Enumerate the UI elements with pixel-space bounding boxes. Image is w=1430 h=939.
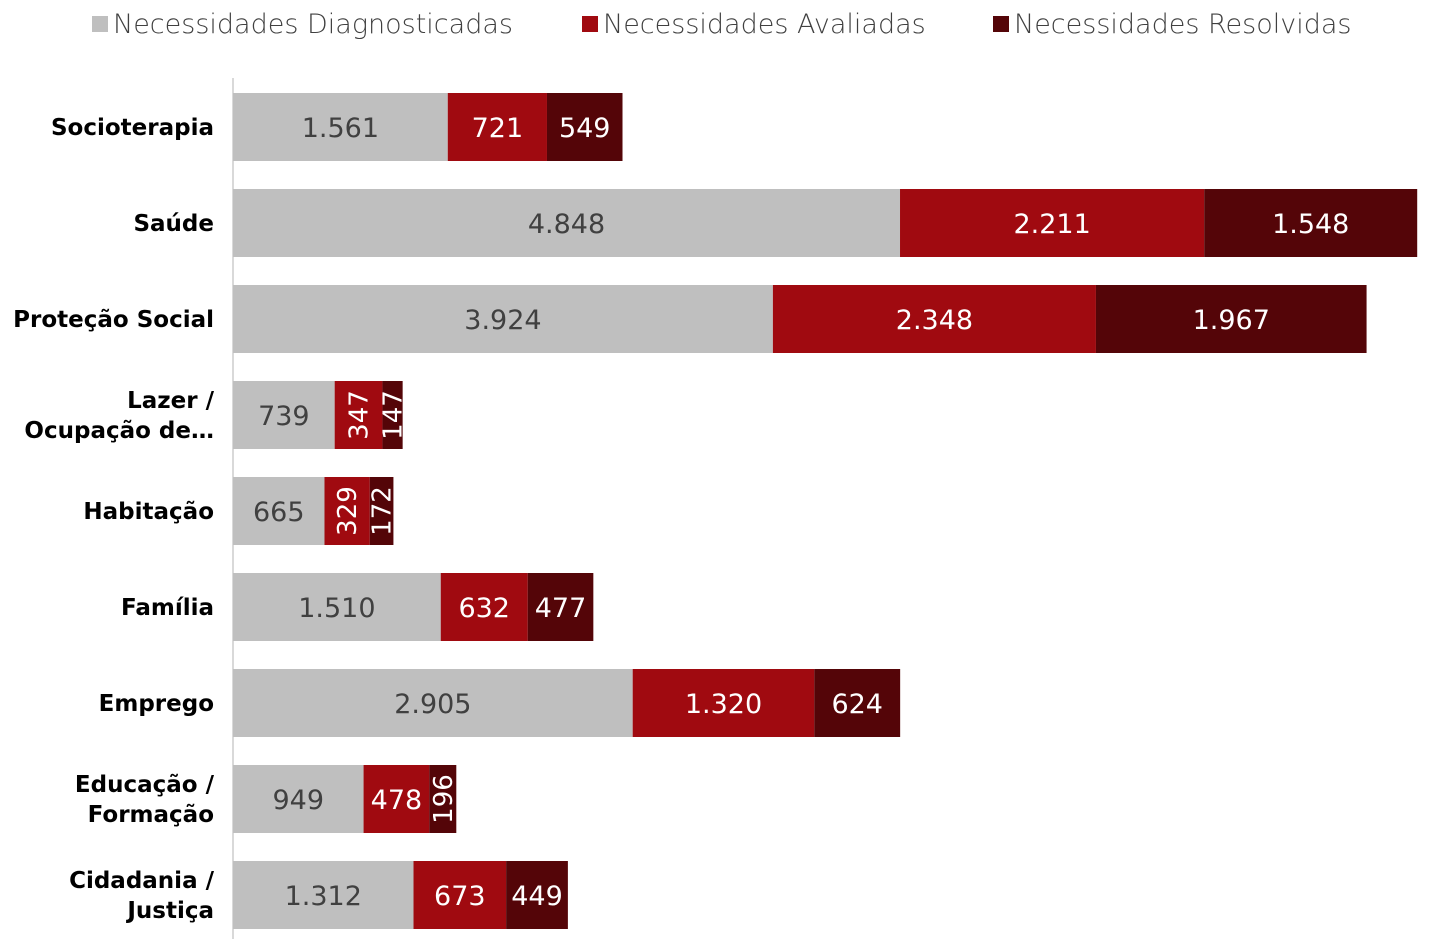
bar-segment <box>900 189 1205 257</box>
data-label: 347 <box>345 390 375 440</box>
bar-segment <box>772 285 1096 353</box>
data-label: 2.905 <box>394 689 471 720</box>
data-label: 196 <box>429 774 459 824</box>
bar-segment <box>233 669 633 737</box>
category-label: Saúde <box>133 211 214 237</box>
bar-segment <box>324 477 370 545</box>
data-label: 1.967 <box>1193 305 1270 336</box>
legend-label-avaliadas: Necessidades Avaliadas <box>603 8 926 40</box>
data-label: 4.848 <box>528 209 605 240</box>
data-label: 1.561 <box>302 113 379 144</box>
bar-segment <box>447 93 547 161</box>
bar-segment <box>233 285 773 353</box>
data-label: 624 <box>831 689 883 720</box>
data-label: 1.320 <box>685 689 762 720</box>
data-label: 478 <box>371 785 423 816</box>
category-label: Habitação <box>83 499 214 525</box>
legend-label-resolvidas: Necessidades Resolvidas <box>1014 8 1352 40</box>
category-label: Emprego <box>99 691 214 717</box>
legend-item-diagnosticadas[interactable]: Necessidades Diagnosticadas <box>92 4 513 44</box>
data-label: 147 <box>379 390 409 440</box>
bar-segment <box>233 861 414 929</box>
data-label: 1.312 <box>285 881 362 912</box>
bar-segment <box>1095 285 1367 353</box>
category-label: Proteção Social <box>13 307 214 333</box>
bar-segment <box>814 669 901 737</box>
category-label: Socioterapia <box>51 115 214 141</box>
bar-segment <box>440 573 528 641</box>
legend-label-diagnosticadas: Necessidades Diagnosticadas <box>113 8 513 40</box>
legend-item-resolvidas[interactable]: Necessidades Resolvidas <box>993 4 1351 44</box>
bar-segment <box>233 573 441 641</box>
bar-segment <box>382 381 403 449</box>
legend-swatch-avaliadas <box>582 16 598 32</box>
legend-swatch-resolvidas <box>993 16 1009 32</box>
data-label: 665 <box>253 497 305 528</box>
bar-segment <box>369 477 394 545</box>
category-label: Educação / Formação <box>75 772 215 828</box>
data-label: 673 <box>434 881 486 912</box>
legend: Necessidades Diagnosticadas Necessidades… <box>0 4 1430 44</box>
data-label: 632 <box>458 593 510 624</box>
data-label: 739 <box>258 401 310 432</box>
category-label: Lazer / Ocupação de… <box>24 388 214 444</box>
data-label: 1.510 <box>298 593 375 624</box>
data-label: 172 <box>368 486 398 536</box>
bar-segment <box>233 189 901 257</box>
bar-segment <box>334 381 383 449</box>
data-label: 449 <box>511 881 563 912</box>
bar-segment <box>506 861 568 929</box>
data-label: 1.548 <box>1272 209 1349 240</box>
bar-segment <box>233 477 325 545</box>
bar-segment <box>233 93 448 161</box>
bar-segment <box>233 381 335 449</box>
data-label: 949 <box>273 785 325 816</box>
data-label: 329 <box>333 486 363 536</box>
bar-segment <box>233 765 364 833</box>
data-label: 2.211 <box>1013 209 1090 240</box>
legend-swatch-diagnosticadas <box>92 16 108 32</box>
bar-segment <box>413 861 507 929</box>
data-label: 721 <box>472 113 524 144</box>
bar-segment <box>1204 189 1418 257</box>
data-label: 549 <box>559 113 611 144</box>
legend-item-avaliadas[interactable]: Necessidades Avaliadas <box>582 4 926 44</box>
category-label: Família <box>121 595 214 621</box>
bar-segment <box>363 765 430 833</box>
data-label: 3.924 <box>464 305 541 336</box>
bar-segment <box>429 765 457 833</box>
category-label: Cidadania / Justiça <box>69 868 215 924</box>
data-label: 477 <box>535 593 587 624</box>
bar-segment <box>632 669 815 737</box>
bar-segment <box>527 573 594 641</box>
data-label: 2.348 <box>896 305 973 336</box>
bar-segment <box>546 93 623 161</box>
